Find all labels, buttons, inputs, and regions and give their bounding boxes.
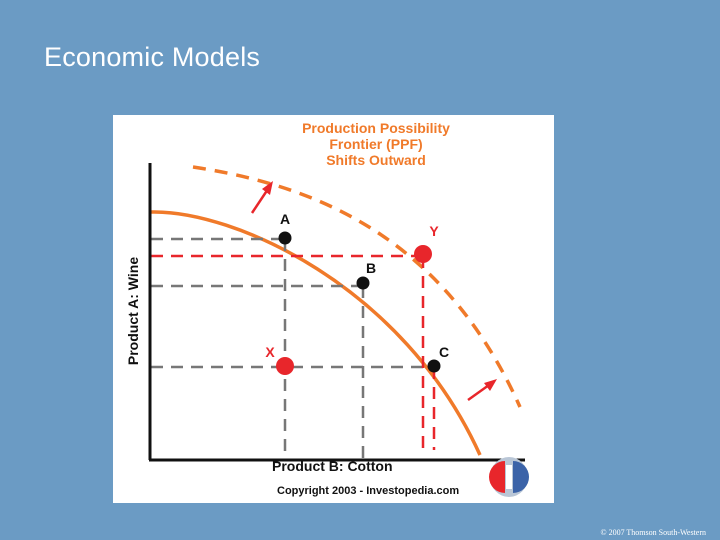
shifted-ppf-curve [192,165,522,408]
point-b [356,276,370,290]
diagram-copyright: Copyright 2003 - Investopedia.com [277,485,459,497]
point-a-label: A [280,211,290,227]
diagram-header-line-1: Production Possibility [302,120,450,136]
ppf-diagram: Production Possibility Frontier (PPF) Sh… [113,115,554,503]
investopedia-logo-icon [489,457,529,497]
diagram-header-line-3: Shifts Outward [326,152,426,168]
guide-lines-y [151,254,436,450]
slide-footer-credit: © 2007 Thomson South-Western [600,528,706,537]
point-b-label: B [366,260,376,276]
slide-title: Economic Models [44,42,261,72]
y-axis-label: Product A: Wine [125,257,141,365]
point-x [276,357,294,375]
x-axis-label: Product B: Cotton [272,458,393,474]
shift-arrow-lower [467,379,497,402]
guide-lines [151,237,434,460]
shift-arrow-upper [250,181,273,214]
point-x-label: X [265,344,275,360]
point-y [414,245,432,263]
point-y-label: Y [429,223,439,239]
diagram-header-line-2: Frontier (PPF) [329,136,422,152]
point-a [278,231,292,245]
point-c [427,359,441,373]
ppf-curve [150,210,482,456]
point-c-label: C [439,344,449,360]
